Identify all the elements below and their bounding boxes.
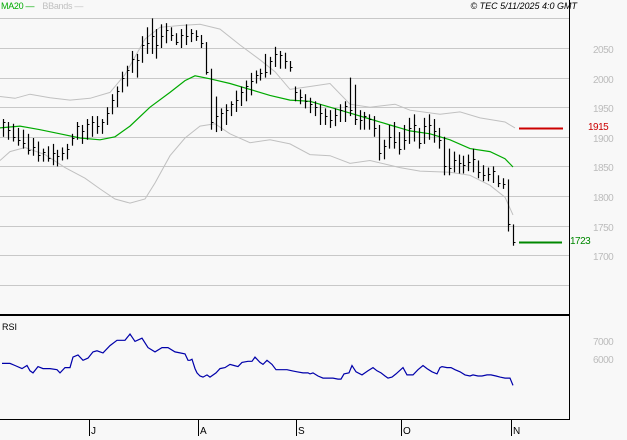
rsi-panel-label: RSI (2, 322, 18, 332)
price-levels (519, 127, 563, 244)
price-axis-label: 2000 (593, 74, 614, 86)
month-label: N (513, 426, 521, 437)
resistance-level-label: 1915 (588, 121, 609, 133)
price-axis-label: 1750 (593, 222, 614, 234)
copyright-timestamp: © TEC 5/11/2025 4:0 GMT (470, 1, 577, 11)
month-label: S (298, 426, 305, 437)
legend-bbands: BBands — (42, 1, 84, 11)
price-axis-label: 2050 (593, 45, 614, 56)
chart-frame (0, 0, 570, 420)
bollinger-bands (0, 23, 516, 216)
price-axis-label: 1700 (593, 252, 614, 264)
price-axis-label: 1950 (593, 104, 614, 116)
price-axis-label: 1900 (593, 133, 614, 145)
rsi-line (2, 332, 514, 386)
rsi-axis-label: 6000 (593, 355, 614, 366)
legend-ma20: MA20 — (1, 1, 35, 11)
price-axis-label: 1850 (593, 163, 614, 175)
price-axis-label: 1800 (593, 193, 614, 204)
chart-legend: MA20 — BBands — (1, 1, 83, 11)
month-label: O (403, 426, 411, 437)
price-bars (2, 18, 516, 246)
month-label: A (200, 426, 207, 437)
rsi-axis-label: 7000 (593, 337, 614, 348)
price-gridlines (0, 18, 569, 286)
month-label: J (91, 426, 96, 437)
ma20-line (0, 75, 514, 168)
x-axis-ticks (89, 420, 512, 436)
support-level-label: 1723 (570, 235, 591, 247)
